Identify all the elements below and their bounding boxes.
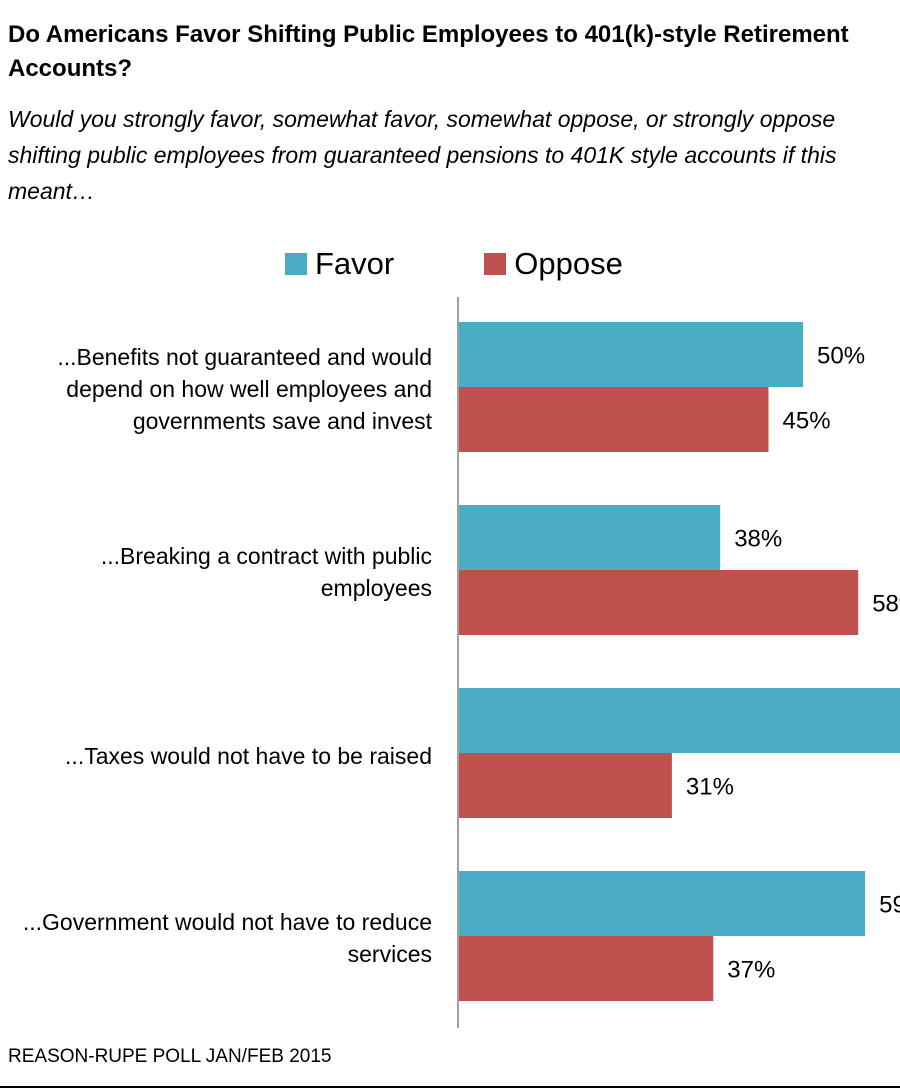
category-label-benefits: ...Benefits not guaranteed and would dep… [57, 344, 432, 434]
category-label-contract: ...Breaking a contract with public emplo… [100, 543, 432, 601]
data-label-oppose-3: 31% [686, 774, 734, 801]
legend-swatch-oppose [484, 253, 507, 275]
chart-title: Do Americans Favor Shifting Public Emplo… [8, 21, 849, 82]
legend: Favor Oppose [285, 246, 713, 282]
category-label-services: ...Government would not have to reduce s… [22, 909, 432, 967]
bar-oppose-2 [458, 570, 859, 635]
legend-item-favor: Favor [285, 246, 394, 282]
data-label-oppose-4: 37% [727, 957, 775, 984]
data-label-favor-1: 50% [817, 343, 865, 370]
source-note: REASON-RUPE POLL JAN/FEB 2015 [8, 1046, 332, 1067]
data-label-oppose-2: 58% [872, 591, 900, 618]
legend-label-favor: Favor [315, 246, 395, 281]
data-label-favor-2: 38% [734, 526, 782, 553]
bar-oppose-3 [458, 753, 672, 818]
bar-oppose-1 [458, 387, 769, 452]
legend-swatch-favor [285, 253, 307, 275]
bar-oppose-4 [458, 936, 714, 1001]
bar-favor-3 [458, 688, 900, 753]
bar-favor-4 [458, 871, 866, 936]
chart-subtitle: Would you strongly favor, somewhat favor… [8, 106, 837, 204]
bar-favor-1 [458, 322, 803, 387]
data-label-favor-4: 59% [879, 892, 900, 919]
legend-label-oppose: Oppose [514, 246, 623, 281]
category-label-taxes: ...Taxes would not have to be raised [65, 743, 432, 769]
bar-favor-2 [458, 505, 721, 570]
data-label-oppose-1: 45% [783, 408, 831, 435]
legend-item-oppose: Oppose [484, 246, 623, 282]
bottom-divider [0, 1086, 900, 1088]
